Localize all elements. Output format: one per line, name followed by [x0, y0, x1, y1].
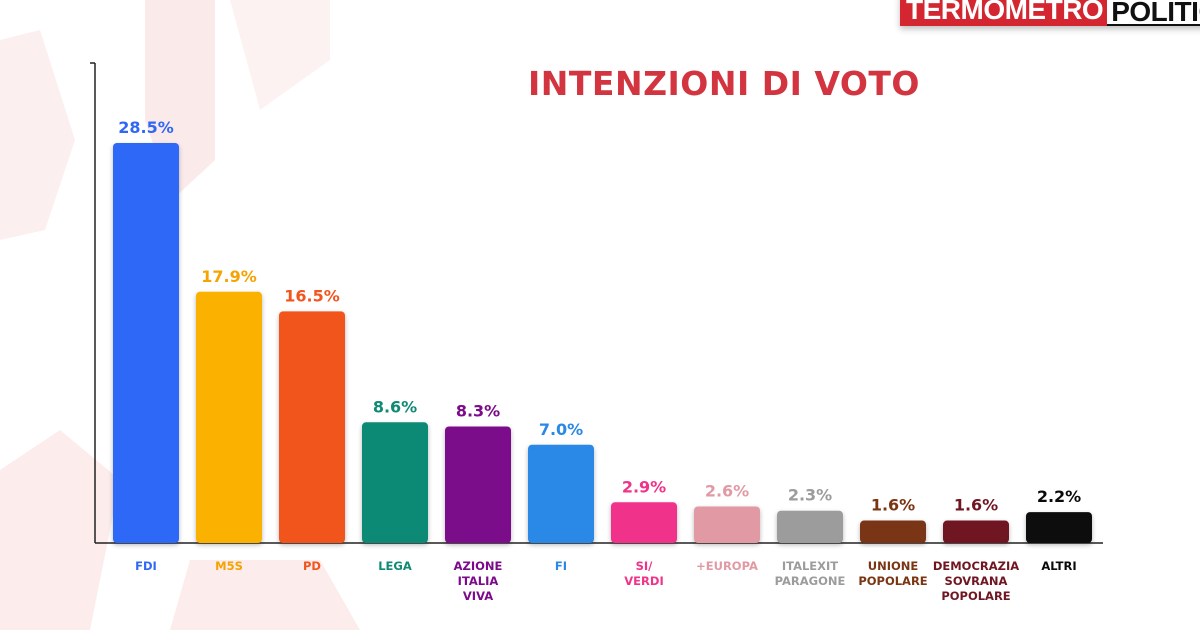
brand-logo-part1: TERMOMETRO [900, 0, 1108, 26]
value-label-8: 2.3% [788, 486, 832, 505]
category-label-9-0: UNIONE [868, 559, 919, 573]
category-label-2-0: PD [303, 559, 321, 573]
bar-0 [113, 143, 179, 543]
value-label-5: 7.0% [539, 420, 583, 439]
bar-6 [611, 502, 677, 543]
category-label-10-1: SOVRANA [945, 574, 1008, 588]
bar-2 [279, 311, 345, 543]
category-label-1-0: M5S [215, 559, 243, 573]
category-label-8-0: ITALEXIT [782, 559, 838, 573]
bar-9 [860, 520, 926, 543]
category-label-3-0: LEGA [378, 559, 412, 573]
category-label-0-0: FDI [135, 559, 157, 573]
brand-logo: TERMOMETRO POLITICO [900, 0, 1200, 27]
value-label-0: 28.5% [118, 118, 174, 137]
value-label-11: 2.2% [1037, 487, 1081, 506]
category-label-5-0: FI [555, 559, 567, 573]
value-label-7: 2.6% [705, 482, 749, 501]
category-label-10-0: DEMOCRAZIA [933, 559, 1019, 573]
brand-logo-part2: POLITICO [1107, 0, 1200, 27]
value-label-10: 1.6% [954, 496, 998, 515]
category-label-9-1: POPOLARE [858, 574, 927, 588]
bar-4 [445, 426, 511, 543]
category-label-4-2: VIVA [463, 589, 493, 603]
category-label-10-2: POPOLARE [941, 589, 1010, 603]
category-label-8-1: PARAGONE [775, 574, 846, 588]
chart-title: INTENZIONI DI VOTO [528, 64, 920, 103]
category-label-7-0: +EUROPA [696, 559, 758, 573]
value-label-3: 8.6% [373, 397, 417, 416]
value-label-4: 8.3% [456, 402, 500, 421]
value-label-9: 1.6% [871, 496, 915, 515]
value-label-2: 16.5% [284, 286, 340, 305]
bar-10 [943, 520, 1009, 543]
category-label-11-0: ALTRI [1041, 559, 1076, 573]
category-label-4-0: AZIONE [454, 559, 503, 573]
bar-5 [528, 444, 594, 543]
bar-1 [196, 291, 262, 543]
bar-8 [777, 510, 843, 543]
category-label-6-0: SI/ [636, 559, 654, 573]
bar-3 [362, 422, 428, 543]
category-label-6-1: VERDI [624, 574, 663, 588]
category-label-4-1: ITALIA [458, 574, 499, 588]
bar-11 [1026, 512, 1092, 543]
value-label-1: 17.9% [201, 267, 257, 286]
bar-7 [694, 506, 760, 543]
value-label-6: 2.9% [622, 477, 666, 496]
